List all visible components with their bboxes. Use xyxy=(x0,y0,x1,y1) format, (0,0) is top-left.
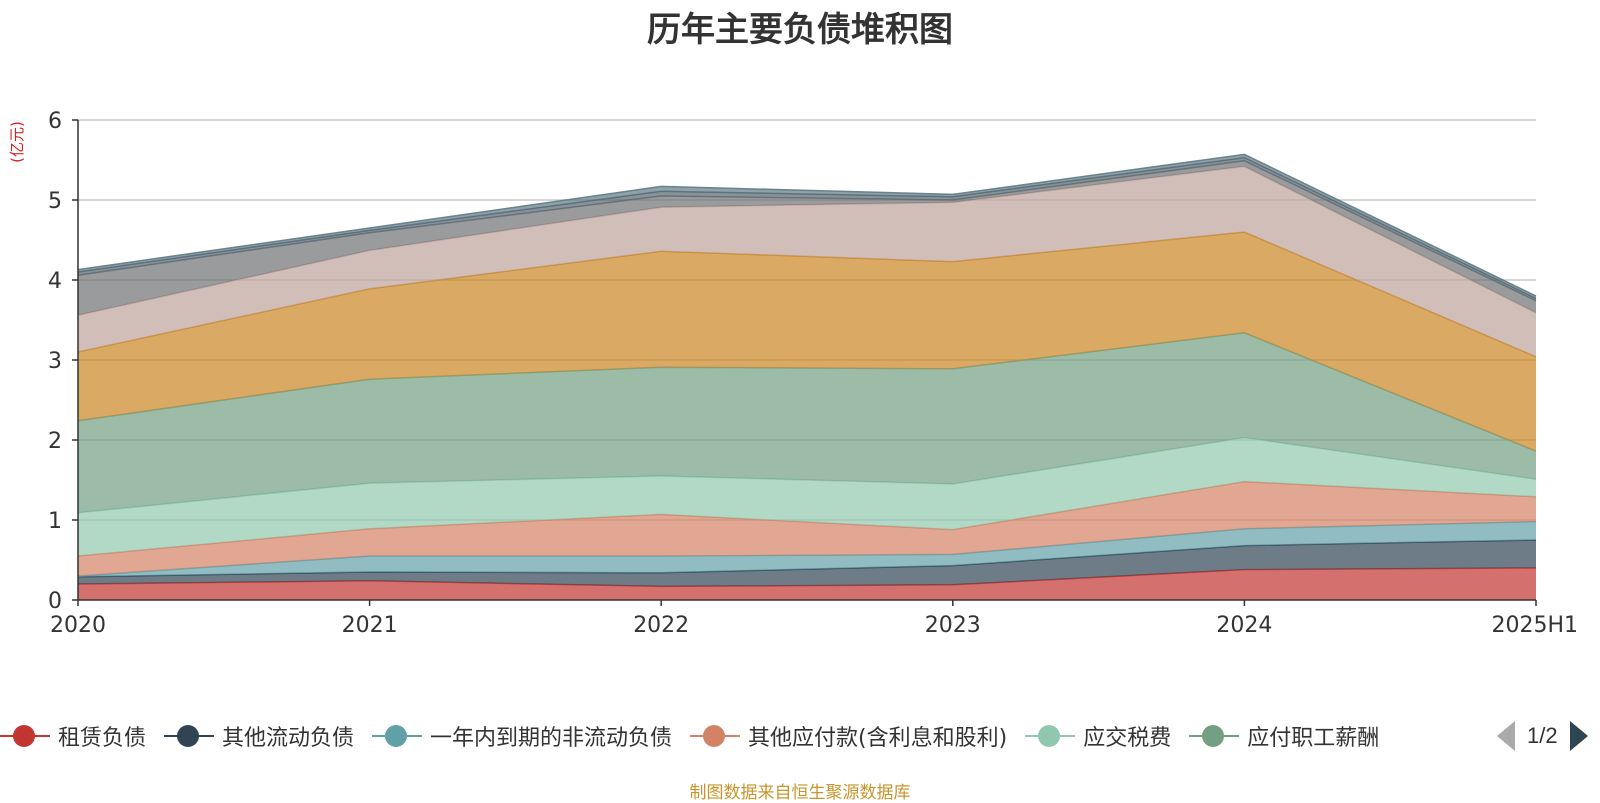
area-series-4[interactable] xyxy=(78,481,1536,576)
data-source-note: 制图数据来自恒生聚源数据库 xyxy=(689,783,911,803)
y-tick-label: 4 xyxy=(48,269,62,294)
legend-label: 其他应付款(含利息和股利) xyxy=(748,726,1008,751)
area-series-6[interactable] xyxy=(78,332,1536,513)
y-tick-label: 6 xyxy=(48,109,62,134)
legend-item[interactable]: 应交税费 xyxy=(1025,718,1171,754)
legend-marker-icon xyxy=(164,723,215,749)
legend-item[interactable]: 一年内到期的非流动负债 xyxy=(372,718,672,754)
y-tick-label: 1 xyxy=(48,509,62,534)
area-series-5[interactable] xyxy=(78,437,1536,556)
legend-marker-icon xyxy=(1189,723,1240,749)
legend-next-page-icon[interactable] xyxy=(1569,721,1588,751)
legend-marker-icon xyxy=(372,723,423,749)
area-series-7[interactable] xyxy=(78,232,1536,452)
area-series-1[interactable] xyxy=(78,568,1536,600)
area-series-edge-11 xyxy=(77,153,1537,297)
legend-label: 其他流动负债 xyxy=(222,726,355,751)
legend: 租赁负债 其他流动负债 一年内到期的非流动负债 其他应付款(含利息和股利) 应交税费 应付… xyxy=(0,718,1485,754)
legend-label: 应付职工薪酬 xyxy=(1247,726,1380,751)
legend-item[interactable]: 其他应付款(含利息和股利) xyxy=(690,718,1007,754)
area-series-9[interactable] xyxy=(78,160,1536,316)
x-tick-label: 2022 xyxy=(633,613,689,638)
legend-label: 租赁负债 xyxy=(58,726,147,751)
y-tick-label: 0 xyxy=(48,589,62,614)
x-tick-label: 2023 xyxy=(925,613,981,638)
legend-item[interactable]: 应付职工薪酬 xyxy=(1189,718,1379,754)
legend-marker-icon xyxy=(0,723,50,749)
axes: 0 1 2 3 4 5 6 2020 2021 2022 2023 2024 2025H1 xyxy=(48,109,1578,638)
area-series-edge-8 xyxy=(77,165,1537,316)
legend-marker-icon xyxy=(690,723,741,749)
x-tick-label: 2024 xyxy=(1216,613,1272,638)
stacked-areas xyxy=(77,153,1537,600)
legend-item[interactable]: 其他流动负债 xyxy=(164,718,354,754)
legend-page-indicator: 1/2 xyxy=(1527,723,1558,748)
legend-label: 应交税费 xyxy=(1083,726,1172,751)
legend-marker-icon xyxy=(1025,723,1076,749)
y-tick-label: 3 xyxy=(48,349,62,374)
y-tick-label: 2 xyxy=(48,429,62,454)
x-tick-label: 2021 xyxy=(342,613,398,638)
legend-label: 一年内到期的非流动负债 xyxy=(430,726,673,751)
x-tick-label: 2020 xyxy=(50,613,106,638)
y-axis-unit-label: (亿元) xyxy=(8,121,26,163)
y-tick-label: 5 xyxy=(48,189,62,214)
area-series-8[interactable] xyxy=(78,166,1536,357)
x-tick-label: 2025H1 xyxy=(1491,613,1578,638)
legend-item[interactable]: 租赁负债 xyxy=(0,718,146,754)
area-series-2[interactable] xyxy=(78,540,1536,587)
chart-title: 历年主要负债堆积图 xyxy=(647,10,953,50)
legend-pager: 1/2 xyxy=(1497,718,1588,754)
legend-prev-page-icon[interactable] xyxy=(1497,721,1515,751)
